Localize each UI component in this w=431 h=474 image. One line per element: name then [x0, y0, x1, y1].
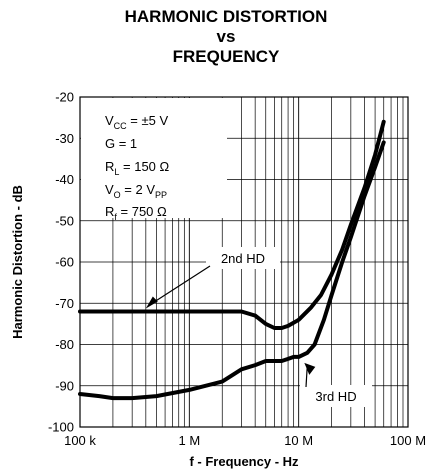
condition-line: RL = 150 Ω — [105, 159, 170, 177]
callout-arrow-2nd-hd — [151, 265, 211, 305]
y-tick-label: -40 — [55, 172, 74, 187]
arrowhead-icon — [145, 296, 158, 309]
x-tick-label: 10 M — [284, 433, 313, 448]
callout-label-2nd-hd: 2nd HD — [221, 251, 265, 266]
condition-line: VO = 2 VPP — [105, 182, 167, 200]
callout-label-3rd-hd: 3rd HD — [315, 389, 356, 404]
condition-line: VCC = ±5 V — [105, 113, 168, 131]
condition-line: Rf = 750 Ω — [105, 204, 167, 222]
y-tick-label: -20 — [55, 90, 74, 105]
y-tick-label: -80 — [55, 337, 74, 352]
conditions-box: VCC = ±5 V G = 1 RL = 150 Ω VO = 2 VPP Rf = … — [81, 98, 227, 222]
callouts: 2nd HD 3rd HD — [145, 247, 372, 407]
x-tick-label: 1 M — [178, 433, 200, 448]
arrowhead-icon — [304, 362, 316, 375]
plot-frame — [79, 96, 409, 428]
chart-title-line: vs — [217, 27, 236, 46]
y-tick-label: -90 — [55, 378, 74, 393]
x-axis-label: f - Frequency - Hz — [189, 454, 299, 469]
x-tick-label: 100 k — [64, 433, 96, 448]
callout-box-3rd-hd — [300, 385, 372, 407]
series-lines — [78, 119, 386, 401]
condition-line: G = 1 — [105, 136, 137, 151]
y-tick-labels: -20 -30 -40 -50 -60 -70 -80 -90 -100 — [48, 90, 74, 435]
y-tick-label: -70 — [55, 296, 74, 311]
y-tick-label: -60 — [55, 255, 74, 270]
y-tick-label: -50 — [55, 213, 74, 228]
chart-title-line: HARMONIC DISTORTION — [125, 7, 328, 26]
y-tick-label: -30 — [55, 131, 74, 146]
conditions-box-background — [81, 98, 227, 218]
y-tick-label: -100 — [48, 420, 74, 435]
series-line-2nd-hd — [78, 119, 386, 330]
series-line-3rd-hd — [78, 140, 386, 401]
chart-title-line: FREQUENCY — [173, 47, 280, 66]
y-axis-label: Harmonic Distortion - dB — [10, 185, 25, 339]
x-tick-label: 100 M — [390, 433, 426, 448]
callout-box-2nd-hd — [206, 247, 280, 269]
x-tick-labels: 100 k 1 M 10 M 100 M — [64, 433, 426, 448]
